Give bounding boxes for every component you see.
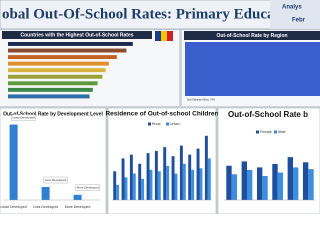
bar xyxy=(8,68,106,73)
banner xyxy=(0,0,320,30)
legend-swatch xyxy=(148,122,151,126)
bar xyxy=(247,170,253,200)
bar xyxy=(124,177,128,200)
bar xyxy=(256,167,263,200)
legend-label: Rural xyxy=(152,122,161,126)
callout-label: Least Developed xyxy=(12,115,35,119)
bar xyxy=(73,194,82,200)
bar xyxy=(191,169,195,200)
bar xyxy=(9,124,18,200)
x-tick-label: Least Developed xyxy=(0,205,26,209)
bar xyxy=(171,156,175,200)
bar xyxy=(231,174,238,200)
bar xyxy=(262,176,268,200)
flag xyxy=(167,31,173,41)
bar xyxy=(182,163,186,200)
map-annotation: Sub-Saharan Africa, 79% xyxy=(187,99,216,102)
legend-swatch xyxy=(166,122,169,126)
panel xyxy=(0,107,107,214)
bar xyxy=(121,158,125,200)
legend-swatch xyxy=(256,130,259,134)
bar xyxy=(8,48,127,53)
legend-label: Male xyxy=(278,130,286,134)
bar xyxy=(116,184,120,200)
bar xyxy=(138,163,142,200)
bar xyxy=(204,135,208,200)
callout-label: Less Developed xyxy=(45,178,67,182)
bar xyxy=(8,81,98,86)
x-tick-label: Less Developed xyxy=(33,205,58,209)
bar xyxy=(8,55,117,60)
flag xyxy=(161,31,167,41)
bar xyxy=(302,162,309,200)
panel-header xyxy=(184,31,320,40)
flag xyxy=(155,31,161,41)
bar xyxy=(166,166,170,200)
bar xyxy=(163,147,167,200)
bar xyxy=(174,173,178,200)
bar xyxy=(277,172,284,200)
bar xyxy=(8,87,93,92)
panel-header xyxy=(2,31,152,39)
panel-title: Out-of-School Rate by Development Level xyxy=(3,111,103,117)
dashboard: obal Out-Of-School Rates: Primary Educat… xyxy=(0,0,320,214)
bar xyxy=(8,61,109,66)
panel-title: Out-of-School Rate by Region xyxy=(216,33,287,39)
bar xyxy=(293,167,299,200)
bar xyxy=(8,74,103,79)
dashboard-title: obal Out-Of-School Rates: Primary Educat… xyxy=(2,6,300,22)
bar xyxy=(141,178,145,200)
bar xyxy=(188,154,192,200)
info-bottom: Febr xyxy=(292,18,306,24)
bar xyxy=(146,153,150,200)
bar xyxy=(199,168,203,200)
bar xyxy=(41,187,50,200)
bar xyxy=(226,165,232,200)
info-top: Analys xyxy=(282,5,302,11)
bar xyxy=(132,173,136,200)
panel-title: Countries with the Highest Out-of-School… xyxy=(20,32,133,38)
legend-label: Urban xyxy=(170,122,180,126)
bar xyxy=(157,171,161,200)
callout-label: More Developed xyxy=(77,186,99,190)
callout-box xyxy=(43,176,68,184)
bar xyxy=(287,157,293,200)
callout-box xyxy=(75,184,100,191)
bar xyxy=(179,145,183,200)
info-box xyxy=(270,0,320,29)
bar xyxy=(196,148,200,200)
panel-title: Out-of-School Rate b xyxy=(228,110,308,119)
bar xyxy=(8,42,133,46)
bar xyxy=(113,171,117,200)
legend-label: Female xyxy=(260,130,272,134)
callout-box xyxy=(11,114,36,121)
bar xyxy=(308,169,314,200)
bar xyxy=(241,161,247,200)
bar xyxy=(149,169,153,200)
map-area xyxy=(185,42,320,96)
bar xyxy=(207,158,211,200)
bar xyxy=(272,164,278,200)
bar xyxy=(8,94,90,99)
bar xyxy=(129,154,133,200)
panel-title: Residence of Out-of-school Children xyxy=(105,111,218,118)
bar xyxy=(154,150,158,200)
legend-swatch xyxy=(274,130,277,134)
x-tick-label: More Developed xyxy=(65,205,91,209)
